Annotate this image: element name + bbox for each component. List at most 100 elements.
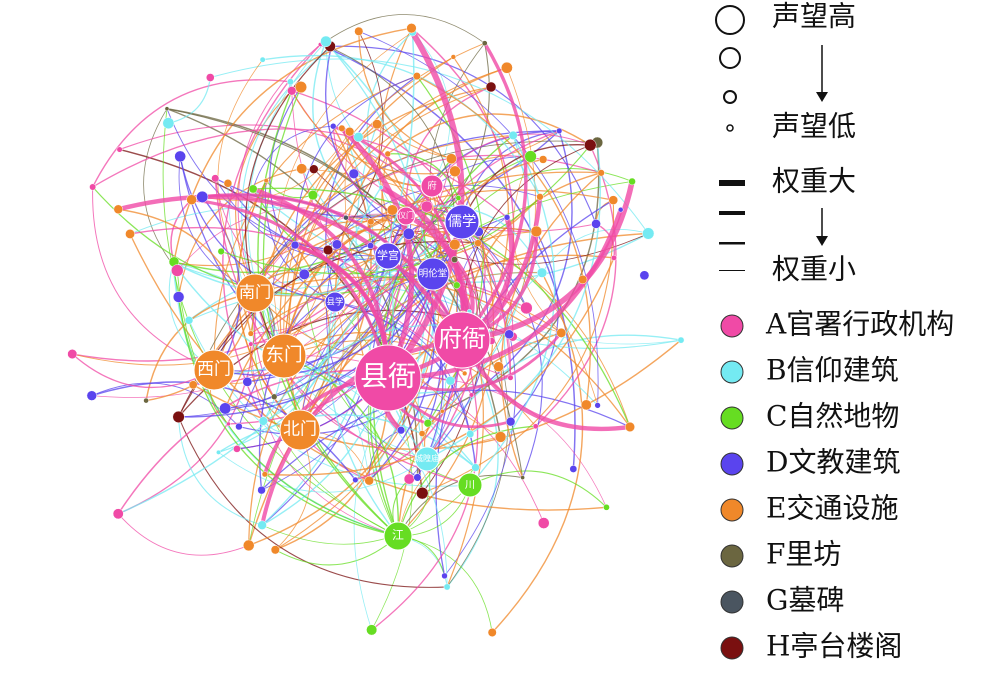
- node: [125, 229, 135, 239]
- node: [532, 423, 539, 430]
- node: [247, 330, 254, 337]
- edge: [330, 47, 428, 481]
- node-label: 川: [465, 480, 475, 491]
- node: [468, 392, 475, 398]
- edge: [261, 389, 631, 491]
- node: [226, 421, 231, 427]
- node: [485, 81, 497, 93]
- node: [219, 402, 232, 415]
- edge: [421, 67, 536, 434]
- node: [235, 273, 275, 313]
- edge: [143, 108, 178, 271]
- node: [412, 72, 421, 81]
- legend-label: H亭台楼阁: [766, 630, 902, 663]
- node: [501, 61, 513, 74]
- weight-icon: [719, 270, 745, 271]
- node: [348, 168, 359, 179]
- edge: [178, 416, 263, 526]
- node: [332, 239, 342, 250]
- node: [487, 627, 497, 637]
- edges: [71, 14, 682, 633]
- node: [233, 445, 241, 453]
- node: [416, 257, 450, 291]
- edge: [117, 194, 464, 342]
- edge: [254, 228, 456, 294]
- legend-label: 权重小: [772, 253, 856, 286]
- edge: [176, 270, 399, 537]
- node: [413, 473, 422, 482]
- edge: [129, 233, 607, 511]
- legend-label: E交通设施: [766, 492, 898, 525]
- node: [112, 508, 124, 520]
- node: [455, 195, 462, 201]
- node: [354, 26, 364, 36]
- edge: [376, 123, 560, 160]
- node: [143, 397, 149, 404]
- node: [343, 214, 349, 221]
- node: [445, 376, 455, 386]
- edge: [173, 27, 412, 262]
- node: [396, 206, 416, 226]
- node: [536, 267, 548, 278]
- node: [449, 165, 461, 177]
- node: [367, 218, 375, 226]
- edge: [260, 338, 463, 526]
- edge: [117, 32, 415, 515]
- node-label: 儒学: [448, 213, 477, 230]
- legend-swatch: [720, 406, 744, 430]
- node: [493, 361, 504, 372]
- node: [172, 410, 185, 424]
- edge: [504, 272, 543, 378]
- node: [396, 426, 406, 435]
- node: [296, 163, 308, 175]
- edge: [461, 221, 543, 478]
- edge: [178, 168, 302, 298]
- edge: [262, 86, 399, 537]
- edge: [301, 168, 598, 406]
- node: [451, 256, 459, 264]
- node-label: 府: [427, 180, 436, 192]
- node: [271, 393, 278, 400]
- node: [242, 376, 253, 387]
- node: [503, 214, 511, 221]
- node: [353, 132, 364, 143]
- legend-swatch: [720, 544, 744, 568]
- node: [494, 431, 507, 443]
- node-label: 北门: [283, 420, 317, 440]
- edge: [92, 79, 291, 188]
- node: [216, 449, 222, 455]
- node-label: 江: [392, 528, 404, 542]
- edge: [92, 128, 508, 218]
- node: [507, 374, 514, 381]
- node: [261, 471, 268, 478]
- node: [628, 177, 636, 186]
- node: [414, 446, 440, 472]
- node: [211, 174, 220, 183]
- node: [508, 130, 518, 140]
- edge: [247, 255, 389, 383]
- size-icon: [726, 124, 734, 132]
- node: [258, 416, 268, 426]
- edge: [117, 513, 249, 556]
- node: [307, 190, 318, 201]
- edge: [461, 180, 635, 343]
- node-label: 南门: [239, 283, 271, 302]
- node: [584, 138, 597, 152]
- legend-label: B信仰建筑: [766, 354, 899, 387]
- edge: [312, 41, 372, 223]
- edge: [273, 31, 413, 357]
- edge: [235, 90, 293, 294]
- legend-swatch: [720, 636, 744, 660]
- edge: [358, 30, 599, 406]
- node: [580, 399, 592, 411]
- node: [416, 486, 429, 500]
- node-label: 县学: [326, 297, 344, 308]
- node: [420, 200, 433, 213]
- edge: [261, 484, 471, 545]
- edge: [432, 158, 544, 275]
- node-label: 府衙: [438, 325, 486, 353]
- node: [174, 150, 186, 163]
- node: [378, 185, 384, 190]
